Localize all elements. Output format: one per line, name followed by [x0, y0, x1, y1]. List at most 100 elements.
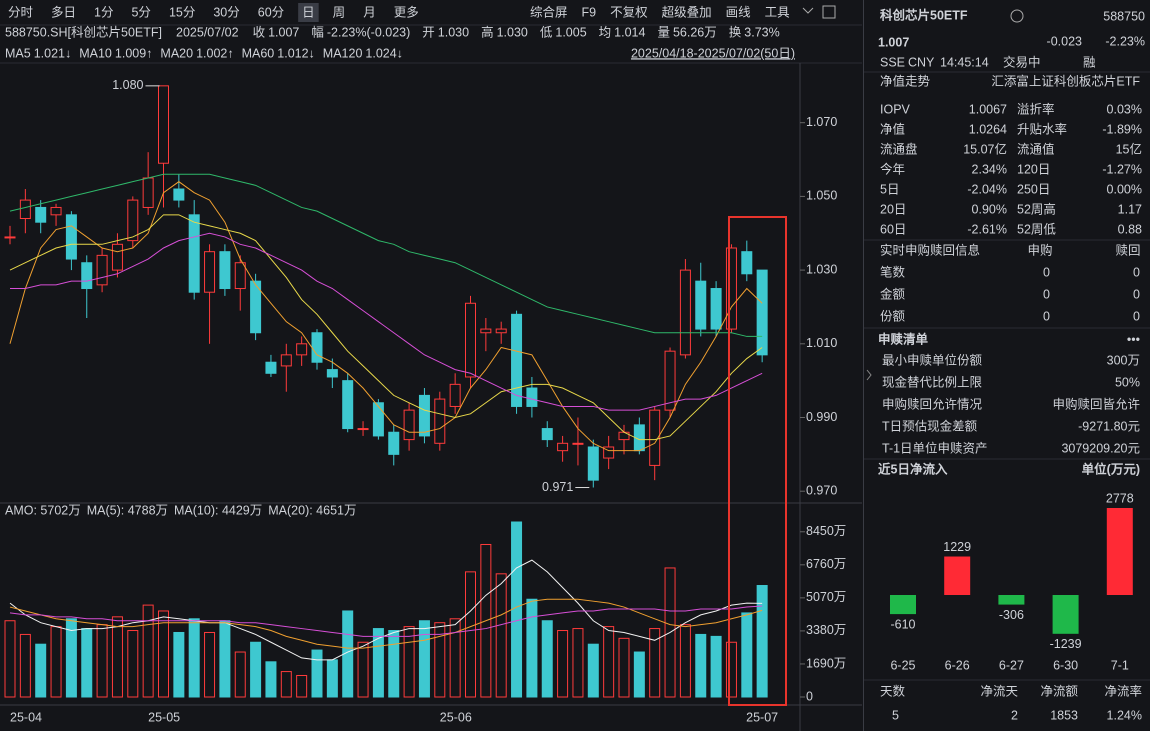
field-label: 量 — [657, 25, 670, 39]
ma-line — [9, 181, 763, 452]
toolbar-button[interactable]: 综合屏 — [530, 4, 568, 19]
column-header: 赎回 — [1115, 243, 1140, 257]
highlight-box — [728, 216, 787, 706]
y-tick-label: 8450万 — [806, 524, 846, 538]
toolbar-tab[interactable]: 60分 — [258, 5, 284, 19]
fund-code: 588750 — [1103, 9, 1145, 23]
volume-bar — [204, 631, 216, 698]
collapse-icon[interactable] — [866, 369, 872, 381]
candle-body — [111, 243, 123, 271]
volume-bar — [280, 671, 292, 698]
volume-bar — [311, 649, 323, 698]
info-icon[interactable] — [1010, 9, 1024, 23]
summary-value: 1853 — [1050, 708, 1078, 722]
value-label: -610 — [890, 617, 915, 631]
y-tick-label: 0.990 — [806, 410, 837, 424]
toolbar-tab[interactable]: 5分 — [131, 5, 150, 19]
x-tick-label: 25-07 — [746, 710, 778, 724]
section-title: 申赎清单 — [878, 331, 929, 346]
toolbar-tab[interactable]: 15分 — [169, 5, 195, 19]
volume-bar — [725, 641, 737, 698]
volume-bar — [618, 637, 630, 698]
toolbar-tab[interactable]: 30分 — [213, 5, 239, 19]
volume-ma-line — [9, 598, 763, 649]
candle-body — [188, 214, 200, 293]
layout-icon[interactable] — [822, 5, 836, 19]
annotation: 1.080 — [112, 78, 143, 92]
toolbar-button[interactable]: 画线 — [726, 5, 752, 19]
toolbar-tab[interactable]: 1分 — [94, 5, 113, 19]
row-value: 0 — [1133, 309, 1140, 323]
candle-body — [81, 262, 93, 290]
volume-bar — [741, 612, 753, 698]
stat-value: 0.90% — [972, 202, 1007, 216]
toolbar-tab[interactable]: 月 — [363, 5, 376, 19]
volume-bar — [158, 610, 169, 698]
candle-body — [265, 361, 277, 374]
x-tick-label: 25-05 — [148, 710, 180, 724]
toolbar-tab[interactable]: 多日 — [51, 5, 76, 19]
value-label: 1229 — [943, 540, 971, 554]
volume-bar — [679, 624, 691, 698]
toolbar-button[interactable]: 工具 — [765, 5, 791, 19]
stat-label: 流通值 — [1017, 141, 1055, 156]
volume-bar — [710, 635, 722, 698]
date: 2025/07/02 — [176, 25, 239, 39]
toolbar-tab[interactable]: 周 — [333, 5, 346, 19]
toolbar-button[interactable]: 不复权 — [610, 4, 648, 19]
volume-bar — [50, 626, 62, 698]
value-label: -1239 — [1050, 637, 1082, 651]
y-tick-label: 0.970 — [806, 484, 837, 498]
price: 1.007 — [878, 35, 909, 49]
more-button[interactable]: ••• — [1127, 332, 1140, 346]
candle-body — [250, 280, 262, 334]
dropdown-icon[interactable] — [802, 7, 814, 14]
volume-bar — [633, 651, 645, 698]
legend-value: 1.009↑ — [115, 46, 153, 60]
legend-entry: MA(10): 4429万 — [174, 503, 262, 517]
field-value: -2.23%(-0.023) — [327, 25, 410, 39]
y-tick-label: 1.050 — [806, 189, 837, 203]
active-tab — [298, 3, 319, 22]
candle-body — [357, 428, 369, 431]
field-value: 3.73% — [744, 25, 779, 39]
candle-body — [418, 394, 430, 437]
row-label: 申购赎回允许情况 — [882, 396, 983, 411]
chart-title: 近5日净流入 — [878, 461, 948, 476]
stat-label: IOPV — [880, 102, 911, 116]
volume-legend: AMO: 5702万 — [5, 503, 81, 517]
toolbar-button[interactable]: F9 — [582, 5, 597, 19]
candle-body — [480, 328, 492, 334]
date-range[interactable]: 2025/04/18-2025/07/02(50日) — [631, 46, 795, 60]
volume-bar — [19, 633, 31, 698]
flow-bar — [944, 556, 971, 595]
field-value: 1.005 — [555, 25, 586, 39]
volume-bar — [173, 631, 185, 698]
toolbar-tab[interactable]: 更多 — [394, 5, 419, 19]
toolbar-button[interactable]: 超级叠加 — [662, 4, 712, 19]
y-tick-label: 1.010 — [806, 336, 837, 350]
volume-bar — [4, 620, 16, 698]
toolbar-tab[interactable]: 分时 — [8, 5, 34, 19]
stat-value: -2.61% — [967, 222, 1007, 236]
stat-value: 1.0264 — [969, 122, 1007, 136]
row-label: 最小申赎单位份额 — [882, 352, 983, 367]
x-tick-label: 25-04 — [10, 710, 42, 724]
field-value: 1.007 — [268, 25, 299, 39]
y-tick-label: 1.030 — [806, 262, 837, 276]
candle-body — [465, 302, 476, 378]
volume-bar — [265, 661, 277, 698]
legend-value: 1.021↓ — [34, 46, 72, 60]
volume-bar — [188, 618, 200, 698]
stat-label: 今年 — [880, 161, 905, 176]
stat-label: 净值 — [880, 121, 905, 136]
volume-bar — [388, 630, 400, 698]
toolbar-tab[interactable]: 日 — [302, 5, 315, 19]
field-label: 高 — [481, 24, 494, 39]
legend-value: 1.012↓ — [277, 46, 315, 60]
change-pct: -2.23% — [1105, 34, 1145, 48]
volume-bar — [35, 643, 47, 698]
legend-entry: MA(5): 4788万 — [87, 503, 168, 517]
y-tick-label: 6760万 — [806, 557, 846, 571]
stat-value: 0.88 — [1118, 222, 1142, 236]
